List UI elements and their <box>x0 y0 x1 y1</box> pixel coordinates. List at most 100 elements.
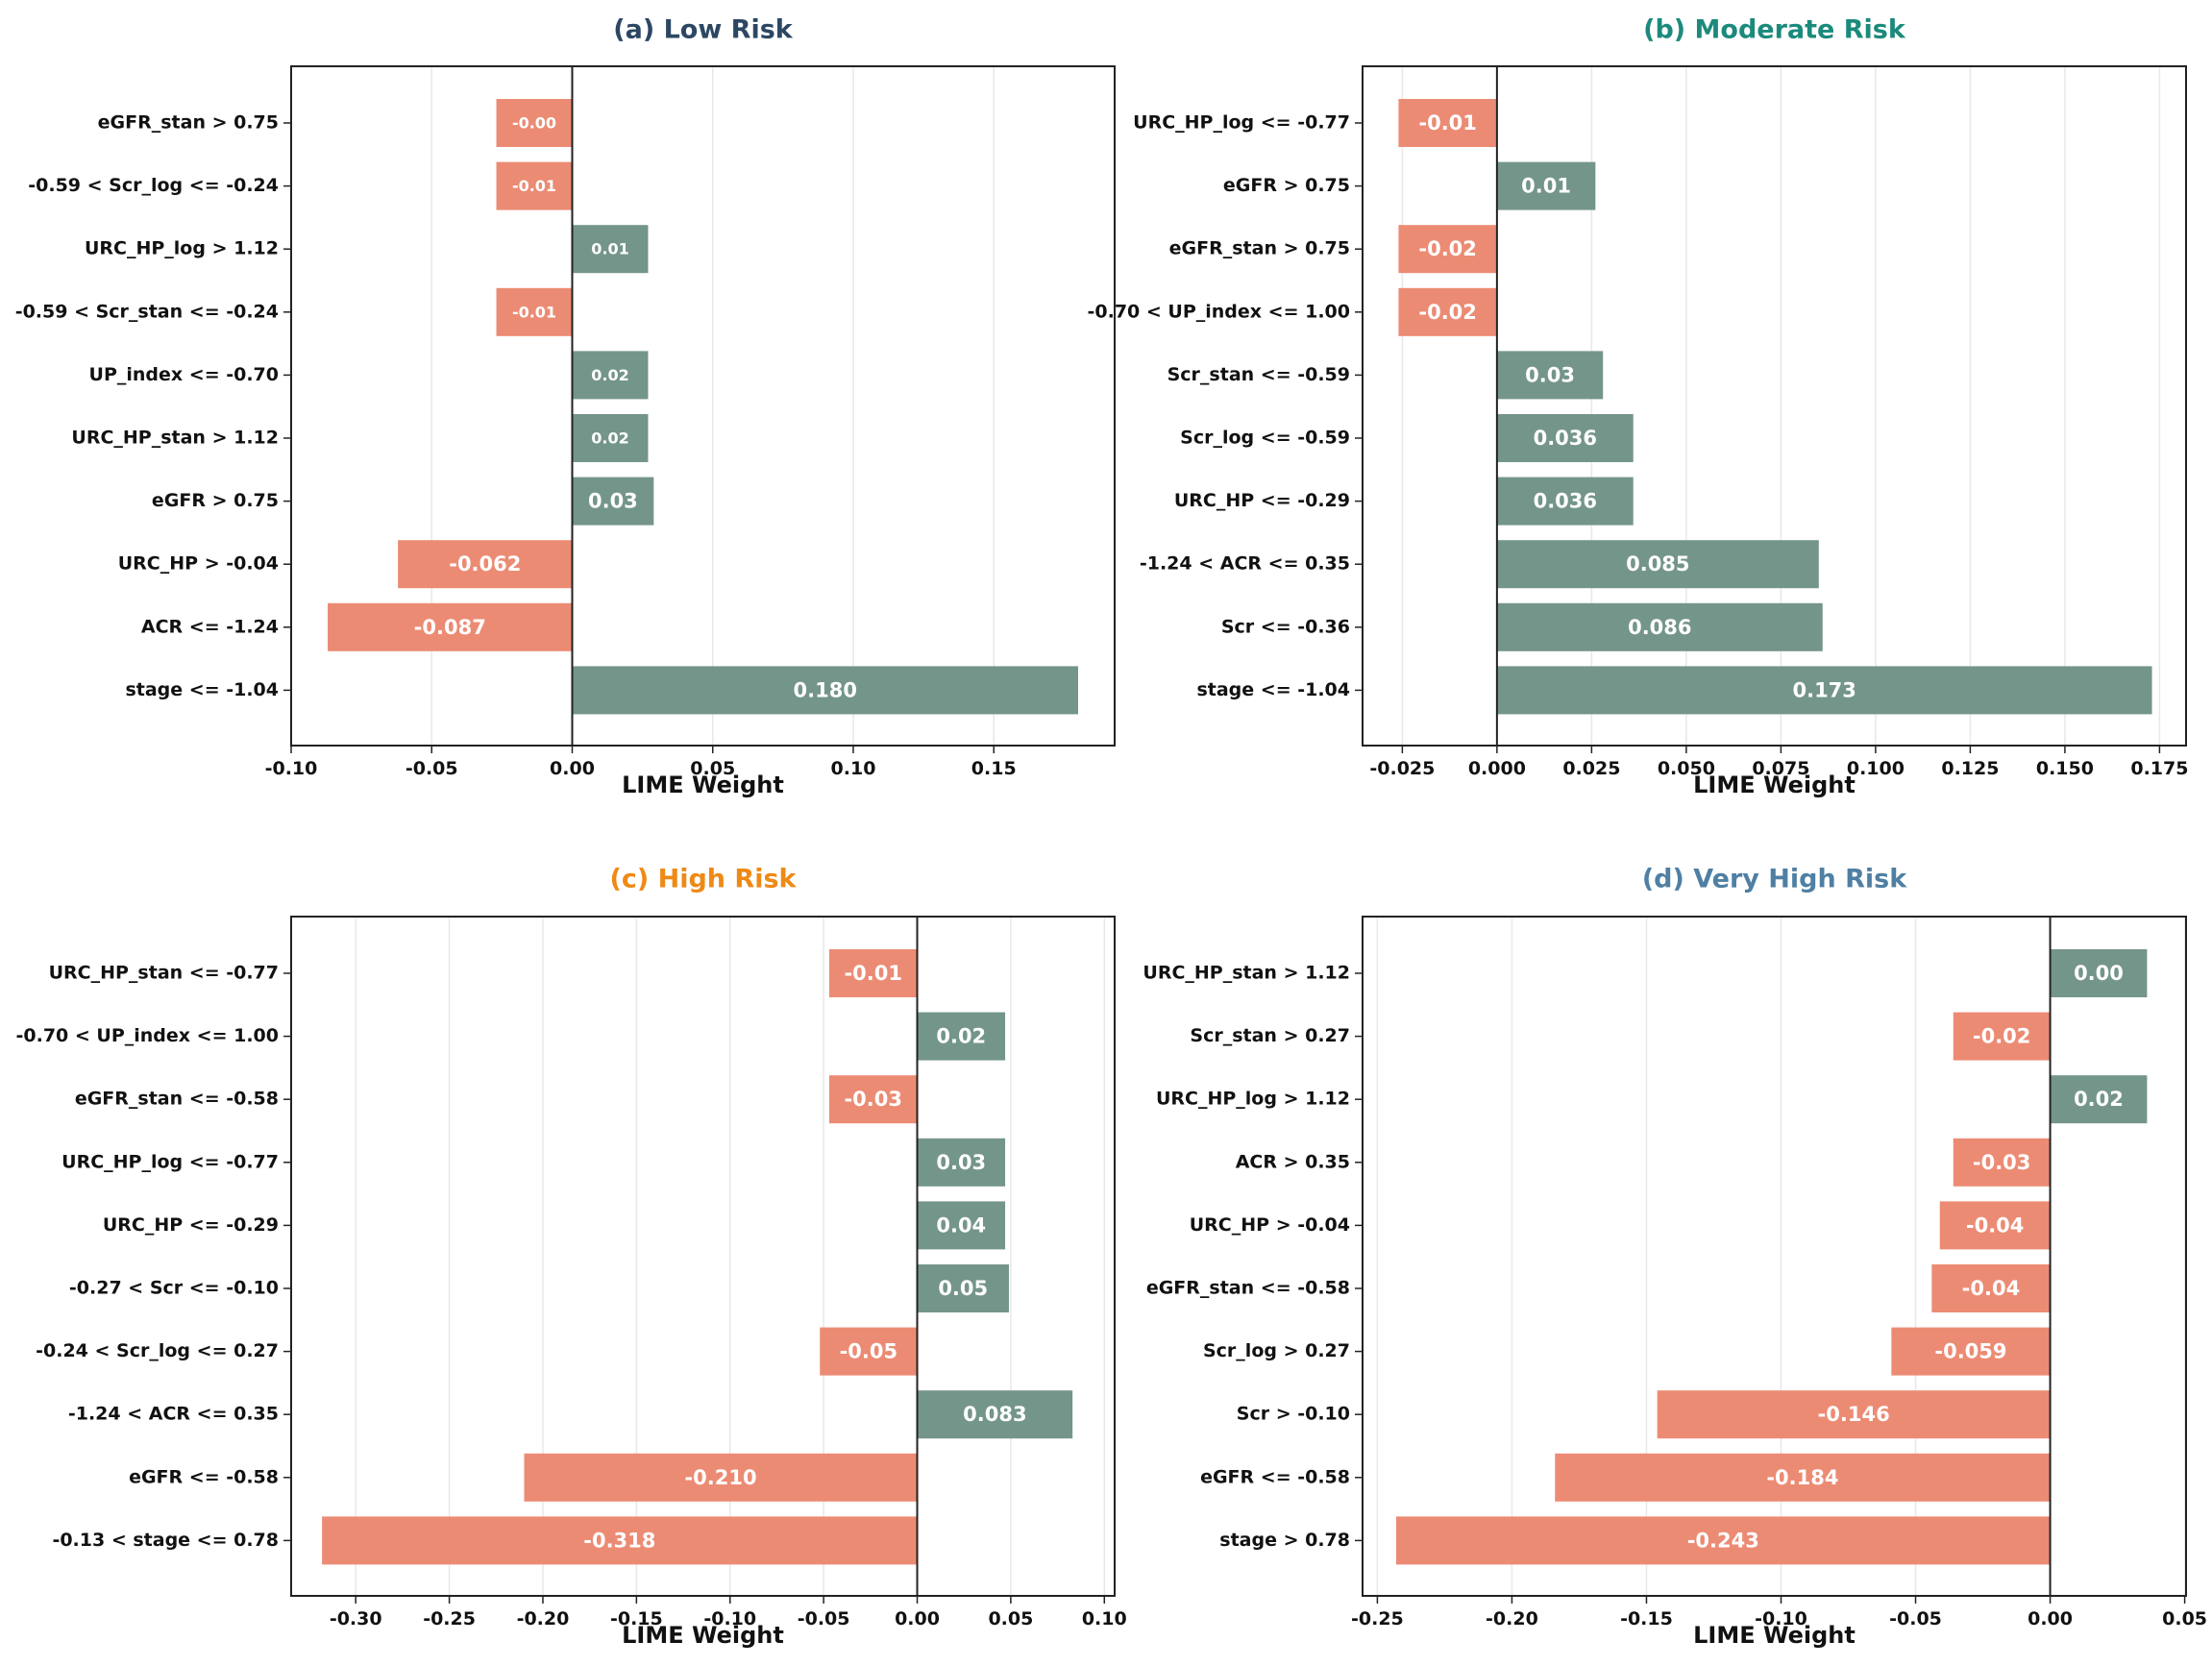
bar <box>2050 949 2148 997</box>
x-tick-label: 0.15 <box>971 758 1017 779</box>
x-tick-label: 0.050 <box>1658 758 1715 779</box>
bar <box>572 414 649 462</box>
y-tick-label: -0.59 < Scr_stan <= -0.24 <box>15 301 279 322</box>
y-tick-label: URC_HP_stan <= -0.77 <box>49 963 279 984</box>
bar <box>496 287 573 336</box>
y-tick-label: eGFR_stan <= -0.58 <box>1146 1278 1350 1299</box>
bar <box>2050 1075 2148 1124</box>
bar <box>1496 477 1634 526</box>
y-tick-label: Scr_log <= -0.59 <box>1180 428 1350 449</box>
x-tick-label: -0.20 <box>1486 1608 1538 1629</box>
bar <box>820 1327 918 1376</box>
chart-panel-4: 0.00 URC_HP_stan > 1.12 -0.02 Scr_stan > 0.… <box>1143 865 2207 1650</box>
bar-value-label: -0.02 <box>1973 1025 2031 1048</box>
y-tick-label: URC_HP_stan > 1.12 <box>71 428 279 449</box>
bar <box>1953 1012 2051 1061</box>
y-tick-label: URC_HP_log > 1.12 <box>85 238 279 259</box>
bar <box>572 666 1078 715</box>
x-axis-label: LIME Weight <box>1693 772 1856 798</box>
bar <box>1496 414 1634 462</box>
y-tick-label: eGFR <= -0.58 <box>129 1466 279 1487</box>
x-tick-label: 0.025 <box>1562 758 1620 779</box>
y-tick-label: ACR <= -1.24 <box>141 616 279 637</box>
x-tick-label: 0.00 <box>550 758 595 779</box>
y-tick-label: URC_HP_log > 1.12 <box>1156 1089 1350 1110</box>
bar-value-label: 0.01 <box>1521 175 1571 198</box>
y-tick-label: URC_HP > -0.04 <box>118 553 279 575</box>
x-tick-label: -0.15 <box>1620 1608 1673 1629</box>
bar-value-label: 0.03 <box>936 1151 986 1174</box>
x-tick-label: -0.15 <box>610 1608 663 1629</box>
bar-value-label: 0.03 <box>588 490 638 513</box>
bar <box>1657 1390 2051 1439</box>
y-tick-label: Scr_stan > 0.27 <box>1190 1025 1350 1046</box>
bar <box>1496 666 2152 715</box>
x-tick-label: -0.30 <box>330 1608 382 1629</box>
y-tick-label: -0.27 < Scr <= -0.10 <box>69 1278 279 1299</box>
y-tick-label: stage > 0.78 <box>1219 1530 1350 1551</box>
bar <box>1891 1327 2051 1376</box>
x-tick-label: 0.000 <box>1468 758 1526 779</box>
bar-value-label: -0.01 <box>512 177 556 195</box>
bar-value-label: -0.243 <box>1687 1529 1759 1552</box>
bar-value-label: 0.173 <box>1792 678 1856 701</box>
y-tick-label: ACR > 0.35 <box>1236 1151 1350 1172</box>
x-axis-label: LIME Weight <box>622 1622 784 1649</box>
bar-value-label: -0.059 <box>1934 1340 2006 1363</box>
bar <box>1496 540 1819 589</box>
x-tick-label: 0.100 <box>1847 758 1905 779</box>
bar <box>398 540 573 589</box>
y-tick-label: Scr > -0.10 <box>1237 1404 1350 1425</box>
bar-value-label: -0.01 <box>512 303 556 321</box>
bar-value-label: 0.03 <box>1525 363 1575 386</box>
x-tick-label: 0.175 <box>2130 758 2188 779</box>
y-tick-label: -0.70 < UP_index <= 1.00 <box>1088 301 1351 322</box>
x-tick-label: -0.25 <box>1351 1608 1404 1629</box>
bar <box>917 1264 1009 1312</box>
x-tick-label: -0.10 <box>265 758 318 779</box>
bar-value-label: -0.03 <box>844 1088 902 1111</box>
bar-value-label: 0.02 <box>2074 1088 2124 1111</box>
bar-value-label: -0.210 <box>684 1466 756 1489</box>
bar-value-label: -0.146 <box>1818 1403 1890 1426</box>
bar-value-label: -0.062 <box>449 552 521 576</box>
x-tick-label: -0.10 <box>1755 1608 1807 1629</box>
x-tick-label: 0.150 <box>2036 758 2094 779</box>
x-tick-label: 0.05 <box>690 758 735 779</box>
y-tick-label: stage <= -1.04 <box>125 679 279 700</box>
bar <box>1555 1453 2051 1502</box>
x-axis-label: LIME Weight <box>1693 1622 1856 1649</box>
bar <box>496 161 573 210</box>
y-tick-label: eGFR_stan <= -0.58 <box>75 1089 279 1110</box>
y-tick-label: eGFR_stan > 0.75 <box>1169 238 1350 259</box>
bar-value-label: 0.036 <box>1534 427 1597 450</box>
bar <box>1496 351 1604 400</box>
bar-value-label: 0.01 <box>591 240 628 258</box>
bar <box>1496 602 1823 651</box>
bar <box>322 1516 918 1565</box>
x-tick-label: 0.10 <box>831 758 876 779</box>
bar <box>1396 1516 2051 1565</box>
plot-frame <box>290 916 1116 1597</box>
chart-panel-1: -0.00 eGFR_stan > 0.75 -0.01 -0.59 < Scr_lo… <box>15 15 1116 798</box>
y-tick-label: Scr <= -0.36 <box>1221 616 1350 637</box>
bar-value-label: -0.05 <box>840 1340 898 1363</box>
bar-value-label: 0.02 <box>591 366 628 384</box>
bar-value-label: -0.04 <box>1962 1277 2021 1300</box>
bar <box>524 1453 918 1502</box>
bar <box>917 1390 1073 1439</box>
y-tick-label: -0.59 < Scr_log <= -0.24 <box>28 175 279 196</box>
bar-value-label: 0.180 <box>794 678 857 701</box>
chart-title: (b) Moderate Risk <box>1643 15 1906 45</box>
bar <box>496 99 573 147</box>
bar-value-label: 0.086 <box>1628 616 1691 639</box>
x-tick-label: -0.25 <box>423 1608 476 1629</box>
bar-value-label: -0.04 <box>1966 1213 2025 1237</box>
x-tick-label: 0.10 <box>1082 1608 1127 1629</box>
bar <box>1939 1201 2051 1250</box>
y-tick-label: Scr_stan <= -0.59 <box>1167 364 1350 385</box>
y-tick-label: UP_index <= -0.70 <box>89 364 279 385</box>
bar-value-label: -0.02 <box>1418 301 1477 324</box>
x-tick-label: -0.05 <box>798 1608 850 1629</box>
